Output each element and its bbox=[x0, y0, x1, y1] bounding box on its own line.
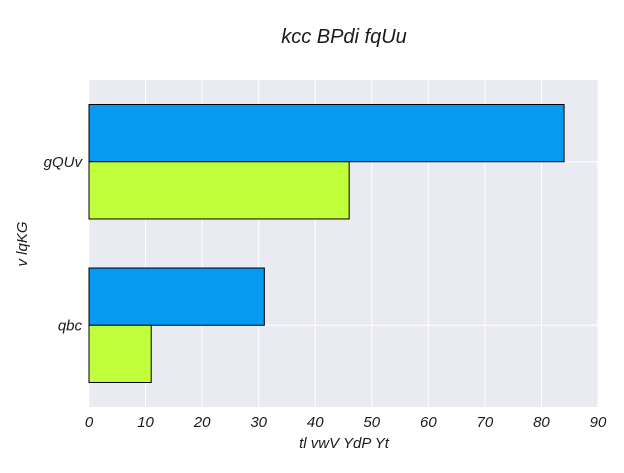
y-tick-label: qbc bbox=[58, 317, 83, 334]
bar bbox=[88, 104, 565, 163]
x-tick-label: 70 bbox=[477, 414, 494, 431]
x-tick-label: 40 bbox=[307, 414, 324, 431]
x-tick-labels: 0 10 20 30 40 50 60 70 80 90 bbox=[85, 414, 607, 431]
bars bbox=[88, 104, 565, 383]
chart-title: kcc BPdi fqUu bbox=[281, 26, 407, 48]
bar bbox=[88, 161, 350, 220]
y-axis-label: v lqKG bbox=[14, 221, 31, 266]
bar bbox=[88, 267, 265, 326]
x-tick-label: 20 bbox=[193, 414, 211, 431]
bar bbox=[88, 324, 152, 383]
y-tick-label: gQUv bbox=[44, 154, 84, 171]
x-tick-label: 10 bbox=[137, 414, 154, 431]
x-tick-label: 60 bbox=[420, 414, 437, 431]
x-tick-label: 90 bbox=[590, 414, 607, 431]
x-tick-label: 0 bbox=[85, 414, 94, 431]
x-tick-label: 80 bbox=[533, 414, 550, 431]
x-tick-label: 50 bbox=[363, 414, 380, 431]
y-tick-labels: gQUv qbc bbox=[44, 154, 84, 335]
x-axis-label: tl vwV YdP Yt bbox=[299, 435, 390, 452]
x-tick-label: 30 bbox=[250, 414, 267, 431]
